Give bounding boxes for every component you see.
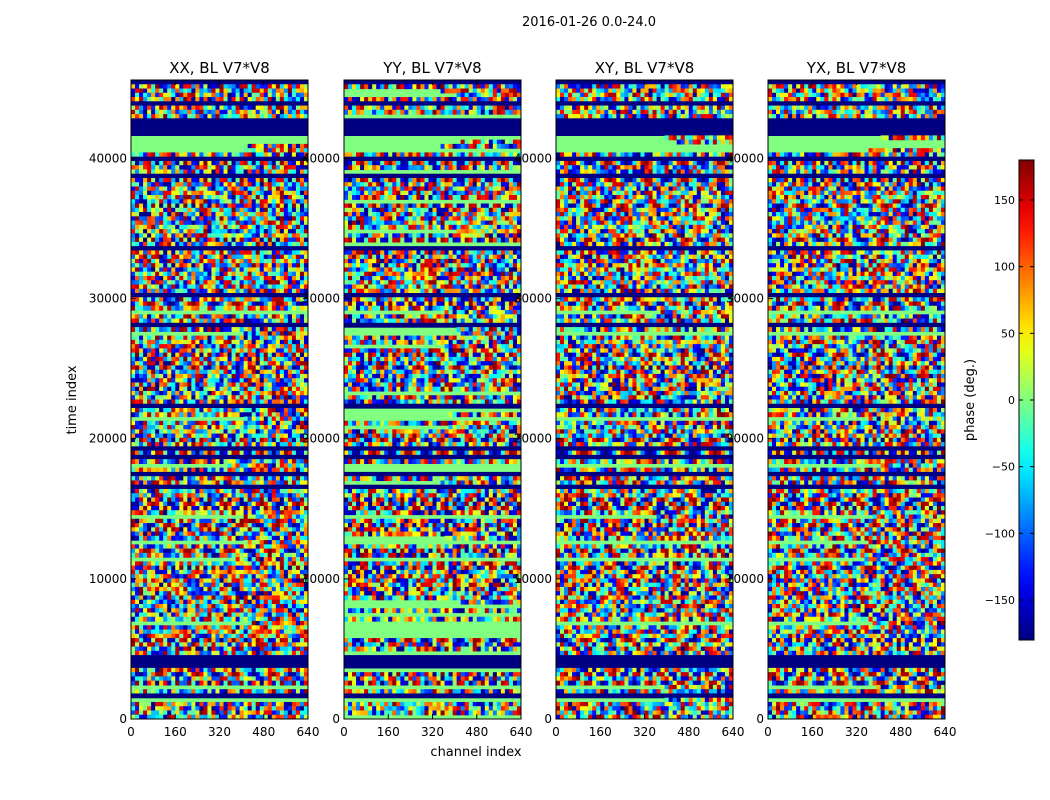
y-tick-label: 0 <box>544 712 552 726</box>
heatmap-image-yy <box>344 80 521 719</box>
x-tick-label: 640 <box>934 725 957 739</box>
y-tick-label: 0 <box>119 712 127 726</box>
panel-title: XY, BL V7*V8 <box>595 59 695 77</box>
x-tick-label: 0 <box>340 725 348 739</box>
colorbar-label: phase (deg.) <box>963 359 978 441</box>
x-tick-label: 160 <box>589 725 612 739</box>
x-tick-label: 160 <box>801 725 824 739</box>
heatmap-panels: XX, BL V7*V8 0 160 320 480 640 0 10000 20000 3000… <box>89 59 957 739</box>
y-tick-label: 20000 <box>89 432 127 446</box>
heatmap-image-xx <box>131 80 308 719</box>
y-tick-label: 30000 <box>302 292 340 306</box>
x-tick-label: 480 <box>465 725 488 739</box>
y-tick-label: 10000 <box>89 572 127 586</box>
x-tick-label: 640 <box>297 725 320 739</box>
x-tick-label: 640 <box>510 725 533 739</box>
panel-yy: YY, BL V7*V8 0 160 320 480 640 0 10000 20000 3000… <box>302 59 533 739</box>
colorbar: −150 −100 −50 0 50 100 150 phase (deg.) <box>963 159 1035 641</box>
y-tick-label: 30000 <box>514 292 552 306</box>
y-tick-label: 40000 <box>514 151 552 165</box>
figure-suptitle: 2016-01-26 0.0-24.0 <box>522 15 656 30</box>
colorbar-tick-label: 50 <box>1001 327 1015 340</box>
x-tick-label: 0 <box>764 725 772 739</box>
colorbar-tick-label: 0 <box>1008 394 1015 407</box>
x-tick-label: 320 <box>845 725 868 739</box>
x-tick-label: 320 <box>421 725 444 739</box>
x-tick-label: 480 <box>677 725 700 739</box>
x-tick-label: 160 <box>377 725 400 739</box>
colorbar-tick-label: −150 <box>985 594 1015 607</box>
x-tick-label: 0 <box>552 725 560 739</box>
y-tick-label: 10000 <box>726 572 764 586</box>
panel-xy: XY, BL V7*V8 0 160 320 480 640 0 10000 20000 3000… <box>514 59 745 739</box>
x-tick-label: 480 <box>252 725 275 739</box>
y-tick-label: 20000 <box>514 432 552 446</box>
y-tick-label: 10000 <box>302 572 340 586</box>
y-tick-label: 40000 <box>89 151 127 165</box>
panel-title: YY, BL V7*V8 <box>382 59 481 77</box>
colorbar-tick-label: −50 <box>992 461 1015 474</box>
panel-xx: XX, BL V7*V8 0 160 320 480 640 0 10000 20000 3000… <box>89 59 320 739</box>
y-tick-label: 10000 <box>514 572 552 586</box>
y-tick-label: 20000 <box>726 432 764 446</box>
x-tick-label: 320 <box>633 725 656 739</box>
panel-yx: YX, BL V7*V8 0 160 320 480 640 0 10000 20000 3000… <box>726 59 957 739</box>
heatmap-image-xy <box>556 80 733 719</box>
panel-title: YX, BL V7*V8 <box>806 59 907 77</box>
y-tick-label: 40000 <box>302 151 340 165</box>
panel-title: XX, BL V7*V8 <box>169 59 270 77</box>
colorbar-tick-label: 150 <box>994 194 1015 207</box>
heatmap-image-yx <box>768 80 945 719</box>
y-tick-label: 30000 <box>726 292 764 306</box>
y-tick-label: 30000 <box>89 292 127 306</box>
y-axis-label: time index <box>65 365 80 434</box>
x-axis-label: channel index <box>430 745 521 760</box>
x-tick-label: 640 <box>722 725 745 739</box>
y-tick-label: 0 <box>756 712 764 726</box>
y-tick-label: 0 <box>332 712 340 726</box>
colorbar-tick-label: −100 <box>985 527 1015 540</box>
colorbar-tick-label: 100 <box>994 261 1015 274</box>
y-tick-label: 20000 <box>302 432 340 446</box>
x-tick-label: 480 <box>889 725 912 739</box>
x-tick-label: 0 <box>127 725 135 739</box>
y-tick-label: 40000 <box>726 151 764 165</box>
x-tick-label: 160 <box>164 725 187 739</box>
x-tick-label: 320 <box>208 725 231 739</box>
